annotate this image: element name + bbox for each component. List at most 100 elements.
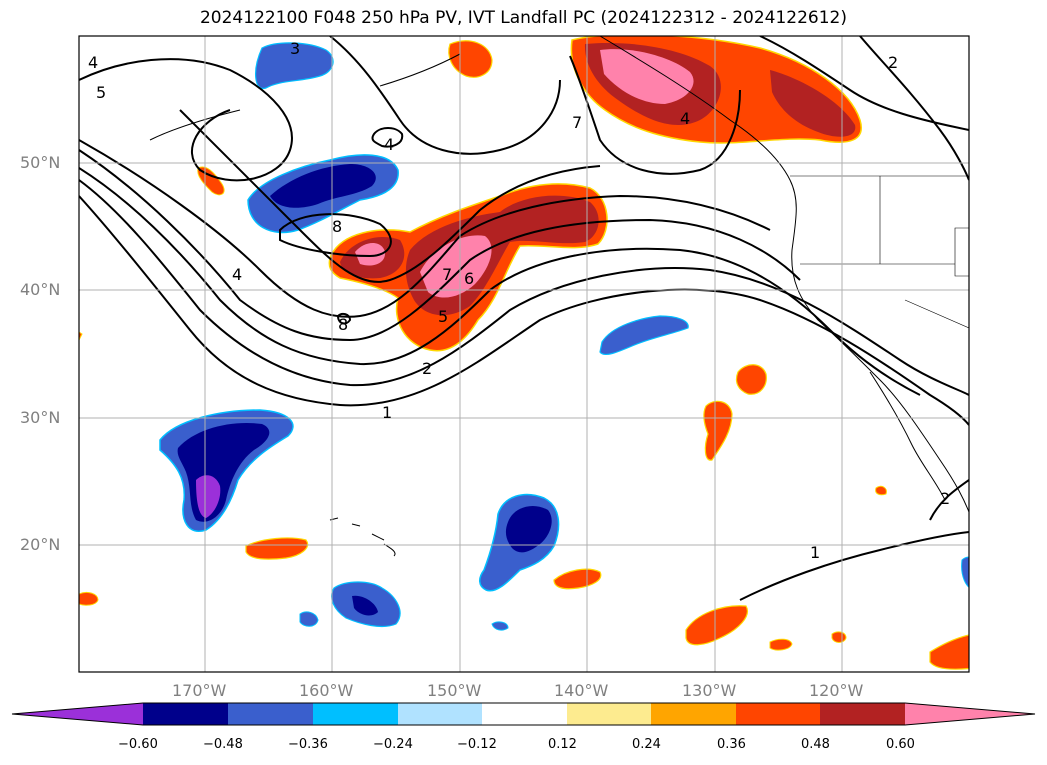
colorbar-tick-label: −0.24 — [373, 737, 413, 752]
contour-label: 4 — [680, 109, 690, 128]
contour-label: 8 — [332, 217, 342, 236]
contour-west-upper — [79, 58, 293, 182]
colorbar-tick-label: 0.60 — [886, 737, 915, 752]
lat-label: 40°N — [20, 280, 61, 299]
contour-2-northeast — [859, 36, 969, 181]
negative-anomaly-140w-37n — [599, 315, 689, 356]
positive-anomaly-117w-25n — [875, 485, 887, 496]
negative-anomaly-west-subtropic-peak — [196, 475, 221, 518]
colorbar-tick-label: −0.60 — [118, 737, 158, 752]
contour-north-mid — [329, 36, 561, 155]
colorbar-tick-label: −0.12 — [457, 737, 497, 752]
colorbar-tick-label: 0.36 — [717, 737, 746, 752]
positive-anomaly-gulf-alaska-core2 — [770, 70, 856, 137]
contour-label: 5 — [438, 307, 448, 326]
colorbar-segment — [313, 703, 399, 725]
alaska-islands — [149, 53, 461, 141]
positive-anomaly-142w-17n — [553, 568, 602, 590]
baja-coastline — [869, 371, 946, 501]
positive-anomaly-127w-12n — [769, 638, 793, 651]
figure-title: 2024122100 F048 250 hPa PV, IVT Landfall… — [199, 8, 847, 28]
lon-label: 140°W — [554, 681, 609, 700]
negative-anomaly-113w-17n — [961, 556, 969, 588]
contour-label: 3 — [290, 39, 300, 58]
contour-label: 7 — [442, 265, 452, 284]
colorbar-tick-label: 0.24 — [632, 737, 661, 752]
contour-label: 8 — [338, 315, 348, 334]
contour-8-small — [336, 312, 352, 325]
positive-anomaly-central-peak — [355, 243, 386, 266]
contour-7-upper — [569, 55, 741, 175]
lon-label: 160°W — [299, 681, 354, 700]
positive-anomaly-180w-36n — [79, 331, 83, 341]
colorbar-tick-label: 0.12 — [548, 737, 577, 752]
colorbar-segment — [651, 703, 737, 725]
contour-label: 4 — [88, 53, 98, 72]
contour-8-ring — [279, 213, 392, 258]
colorbar-segment — [736, 703, 822, 725]
contour-4-small — [371, 127, 404, 148]
lon-label: 150°W — [427, 681, 482, 700]
negative-anomaly-158w-16n-core — [352, 595, 378, 616]
contour-1 — [79, 195, 969, 426]
negative-anomaly-north-top — [255, 42, 334, 89]
lat-label: 20°N — [20, 535, 61, 554]
lat-label: 50°N — [20, 153, 61, 172]
state-borders — [790, 175, 969, 329]
colorbar-tick-label: −0.48 — [203, 737, 243, 752]
contour-1-south — [739, 531, 969, 601]
positive-anomaly-130w-13n — [685, 605, 748, 646]
colorbar-outline — [11, 702, 1036, 726]
contour-5 — [79, 139, 771, 318]
positive-anomaly-165w-20n — [245, 537, 309, 560]
colorbar-segment — [143, 703, 229, 725]
map-frame — [78, 35, 970, 673]
contour-label: 6 — [464, 269, 474, 288]
lon-label: 120°W — [809, 681, 864, 700]
pv-contours — [79, 36, 969, 601]
negative-anomaly-162w-14n — [299, 611, 319, 627]
lat-label: 30°N — [20, 408, 61, 427]
contour-label: 1 — [810, 543, 820, 562]
contour-2 — [79, 179, 969, 396]
positive-anomaly-gulf-alaska-peak — [600, 49, 694, 104]
contour-label: 5 — [96, 83, 106, 102]
contour-label: 2 — [422, 359, 432, 378]
coastlines — [149, 36, 969, 557]
contour-2-south — [929, 479, 969, 521]
contour-label: 2 — [940, 489, 950, 508]
lon-label: 130°W — [682, 681, 737, 700]
colorbar-extend-high — [905, 703, 1035, 725]
negative-anomaly-central-subtropic-core — [505, 506, 552, 553]
positive-anomaly-180w-16n — [79, 591, 99, 606]
colorbar-extend-low — [12, 703, 143, 725]
colorbar-segment — [820, 703, 906, 725]
colorbar-tick-label: −0.36 — [288, 737, 328, 752]
contour-4 — [79, 149, 801, 342]
contour-6 — [179, 109, 601, 283]
north-america-coastline — [599, 36, 969, 514]
colorbar-segment — [228, 703, 314, 725]
positive-anomaly-115w-13n — [929, 634, 969, 670]
colorbar-segment — [398, 703, 484, 725]
colorbar-segment — [567, 703, 653, 725]
contour-label: 2 — [888, 53, 898, 72]
lon-label: 170°W — [172, 681, 227, 700]
contour-northeast-2 — [759, 36, 969, 131]
contour-label: 4 — [384, 135, 394, 154]
positive-anomaly-170w-50n — [197, 166, 225, 196]
hawaii-islands — [329, 517, 396, 557]
negative-anomaly-northwest-core — [270, 164, 376, 208]
colorbar — [11, 702, 1036, 726]
contour-label: 7 — [572, 113, 582, 132]
contour-label: 1 — [382, 403, 392, 422]
positive-anomaly-130w-28n — [703, 400, 733, 461]
contour-label: 4 — [232, 265, 242, 284]
gridlines — [79, 36, 969, 672]
colorbar-segment — [482, 703, 568, 725]
positive-anomaly-121w-12n — [831, 631, 847, 643]
positive-anomaly-125w-33n — [735, 364, 767, 395]
colorbar-tick-label: 0.48 — [801, 737, 830, 752]
negative-anomaly-148w-13n — [491, 621, 509, 631]
